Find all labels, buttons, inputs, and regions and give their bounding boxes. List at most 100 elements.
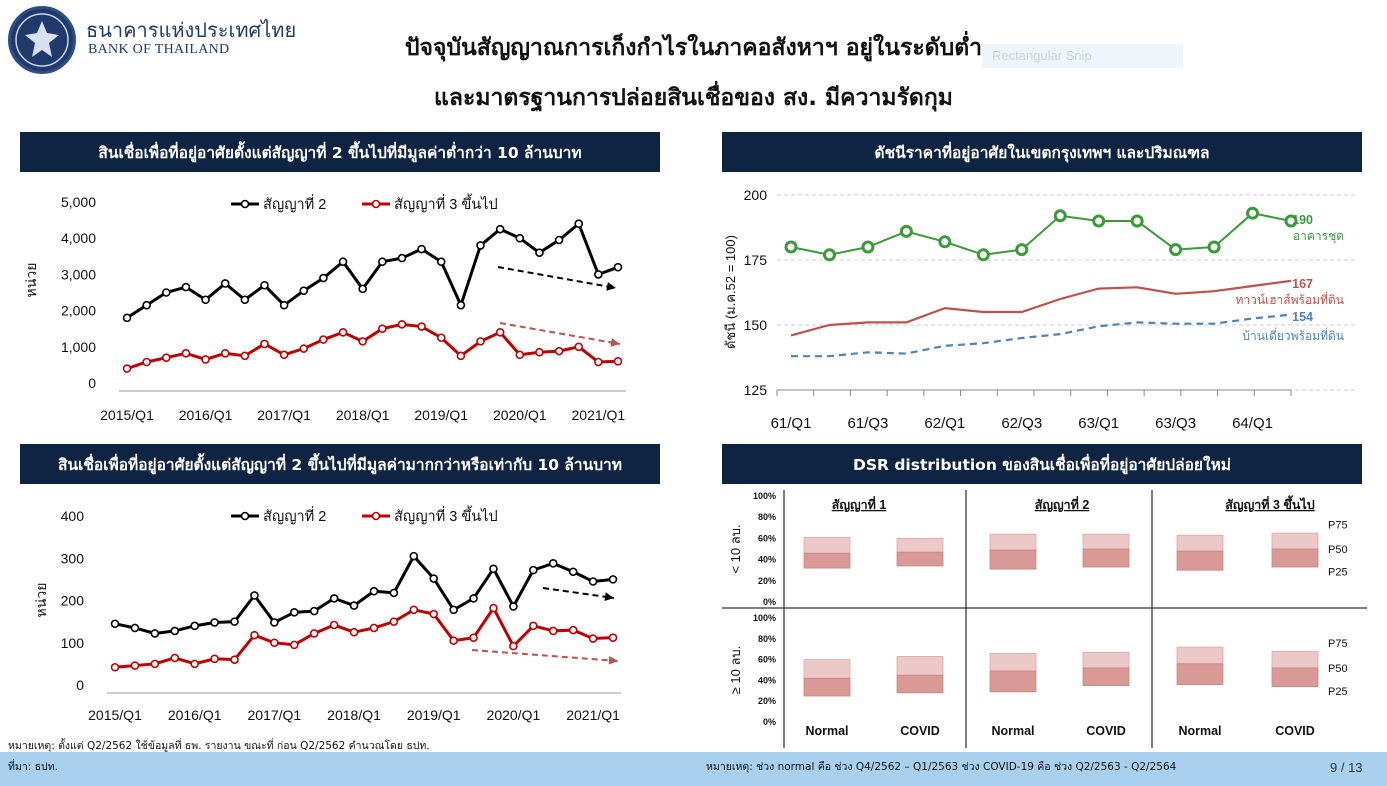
box-upper-quartile <box>1176 534 1224 552</box>
legend-label: สัญญาที่ 3 ขึ้นไป <box>394 193 498 213</box>
series-label: อาคารชุด <box>1293 229 1344 244</box>
data-point <box>613 356 623 366</box>
end-value-label: 190 <box>1292 213 1313 227</box>
y-tick-label: 200 <box>744 187 768 203</box>
data-point <box>130 623 140 633</box>
series-line <box>114 553 614 635</box>
data-point <box>568 567 578 577</box>
quantile-label: P25 <box>1328 566 1348 578</box>
x-category-label: COVID <box>1086 724 1126 738</box>
data-point <box>574 219 584 229</box>
data-point <box>515 233 525 243</box>
data-point <box>170 653 180 663</box>
data-point <box>309 606 319 616</box>
data-point <box>220 349 230 358</box>
rectangular-snip-overlay[interactable]: Rectangular Snip <box>982 44 1183 68</box>
y-tick-label: 0% <box>763 597 776 607</box>
data-point <box>161 288 171 297</box>
y-tick-label: 1,000 <box>61 339 96 355</box>
data-point <box>319 335 328 344</box>
data-point <box>417 244 426 254</box>
data-point <box>260 280 269 290</box>
data-point <box>170 626 180 636</box>
data-point <box>1015 243 1029 257</box>
data-point <box>389 588 399 598</box>
data-point <box>784 240 798 254</box>
panel-title-top-left: สินเชื่อเพื่อที่อยู่อาศัยตั้งแต่สัญญาที่… <box>20 132 660 172</box>
column-title: สัญญาที่ 2 <box>1035 496 1090 512</box>
y-tick-label: 20% <box>758 576 776 586</box>
data-point <box>594 270 603 279</box>
data-point <box>270 618 279 627</box>
box-upper-quartile <box>896 538 944 553</box>
data-point <box>509 602 518 611</box>
trend-arrowhead <box>604 592 614 602</box>
page-title-line1: ปัจจุบันสัญญาณการเก็งกำไรในภาคอสังหาฯ อย… <box>404 35 983 61</box>
data-point <box>529 565 538 575</box>
box-upper-quartile <box>989 533 1037 551</box>
data-point <box>449 605 458 615</box>
footer-bar: ที่มา: ธปท. หมายเหตุ: ช่วง normal คือ ช่… <box>0 752 1387 786</box>
data-point <box>469 594 478 603</box>
source-text: ที่มา: ธปท. <box>8 761 58 773</box>
end-value-label: 154 <box>1292 310 1313 324</box>
data-point <box>260 339 269 349</box>
y-tick-label: 100% <box>753 491 776 501</box>
y-tick-label: 2,000 <box>61 303 96 319</box>
box-upper-quartile <box>896 656 944 676</box>
data-point <box>495 328 505 337</box>
data-point <box>349 601 359 610</box>
data-point <box>409 551 419 561</box>
data-point <box>429 574 439 583</box>
data-point <box>349 627 359 637</box>
x-tick-label: 2015/Q1 <box>88 707 142 723</box>
data-point <box>369 623 379 633</box>
data-point <box>608 633 618 642</box>
org-name-th: ธนาคารแห่งประเทศไทย <box>86 18 297 42</box>
data-point <box>469 633 478 642</box>
box-upper-quartile <box>803 536 851 554</box>
series-label: บ้านเดี่ยวพร้อมที่ดิน <box>1242 327 1344 343</box>
data-point <box>822 248 836 262</box>
data-point <box>299 344 309 353</box>
y-tick-label: 20% <box>758 696 776 706</box>
x-tick-label: 2017/Q1 <box>257 407 311 423</box>
box-lower-quartile <box>1082 667 1130 686</box>
x-category-label: Normal <box>991 724 1034 738</box>
data-point <box>456 351 466 361</box>
data-point <box>489 603 498 613</box>
data-point <box>181 349 191 358</box>
data-point <box>1169 243 1183 257</box>
x-tick-label: 2020/Q1 <box>487 707 541 723</box>
y-axis-label: หน่วย <box>33 583 49 618</box>
data-point <box>529 621 538 631</box>
bot-logo <box>8 6 76 74</box>
data-point <box>289 608 299 617</box>
box-upper-quartile <box>1176 646 1224 665</box>
data-point <box>161 353 171 362</box>
y-tick-label: 80% <box>758 634 776 644</box>
data-point <box>230 617 239 626</box>
data-point <box>289 640 299 650</box>
x-tick-label: 63/Q1 <box>1078 415 1119 432</box>
panel-title-top-right: ดัชนีราคาที่อยู่อาศัยในเขตกรุงเทพฯ และปร… <box>722 132 1362 172</box>
data-point <box>378 324 387 333</box>
x-category-label: Normal <box>1178 724 1221 738</box>
end-value-label: 167 <box>1292 277 1313 291</box>
y-tick-label: 400 <box>61 508 85 524</box>
x-tick-label: 2015/Q1 <box>100 407 154 423</box>
data-point <box>329 594 339 603</box>
data-point <box>220 279 230 288</box>
x-tick-label: 63/Q3 <box>1155 415 1196 432</box>
legend-label: สัญญาที่ 2 <box>263 506 326 525</box>
data-point <box>613 262 623 272</box>
data-point <box>279 350 289 360</box>
data-point <box>150 659 160 669</box>
data-point <box>309 629 319 638</box>
org-name-en: BANK OF THAILAND <box>88 42 230 57</box>
data-point <box>1284 214 1298 228</box>
y-tick-label: 0 <box>88 375 96 391</box>
data-point <box>201 355 210 364</box>
data-point <box>319 273 328 283</box>
chart-dsr-distribution: สัญญาที่ 1 สัญญาที่ 2 สัญญาที่ 3 ขึ้นไป 100… <box>722 486 1387 751</box>
